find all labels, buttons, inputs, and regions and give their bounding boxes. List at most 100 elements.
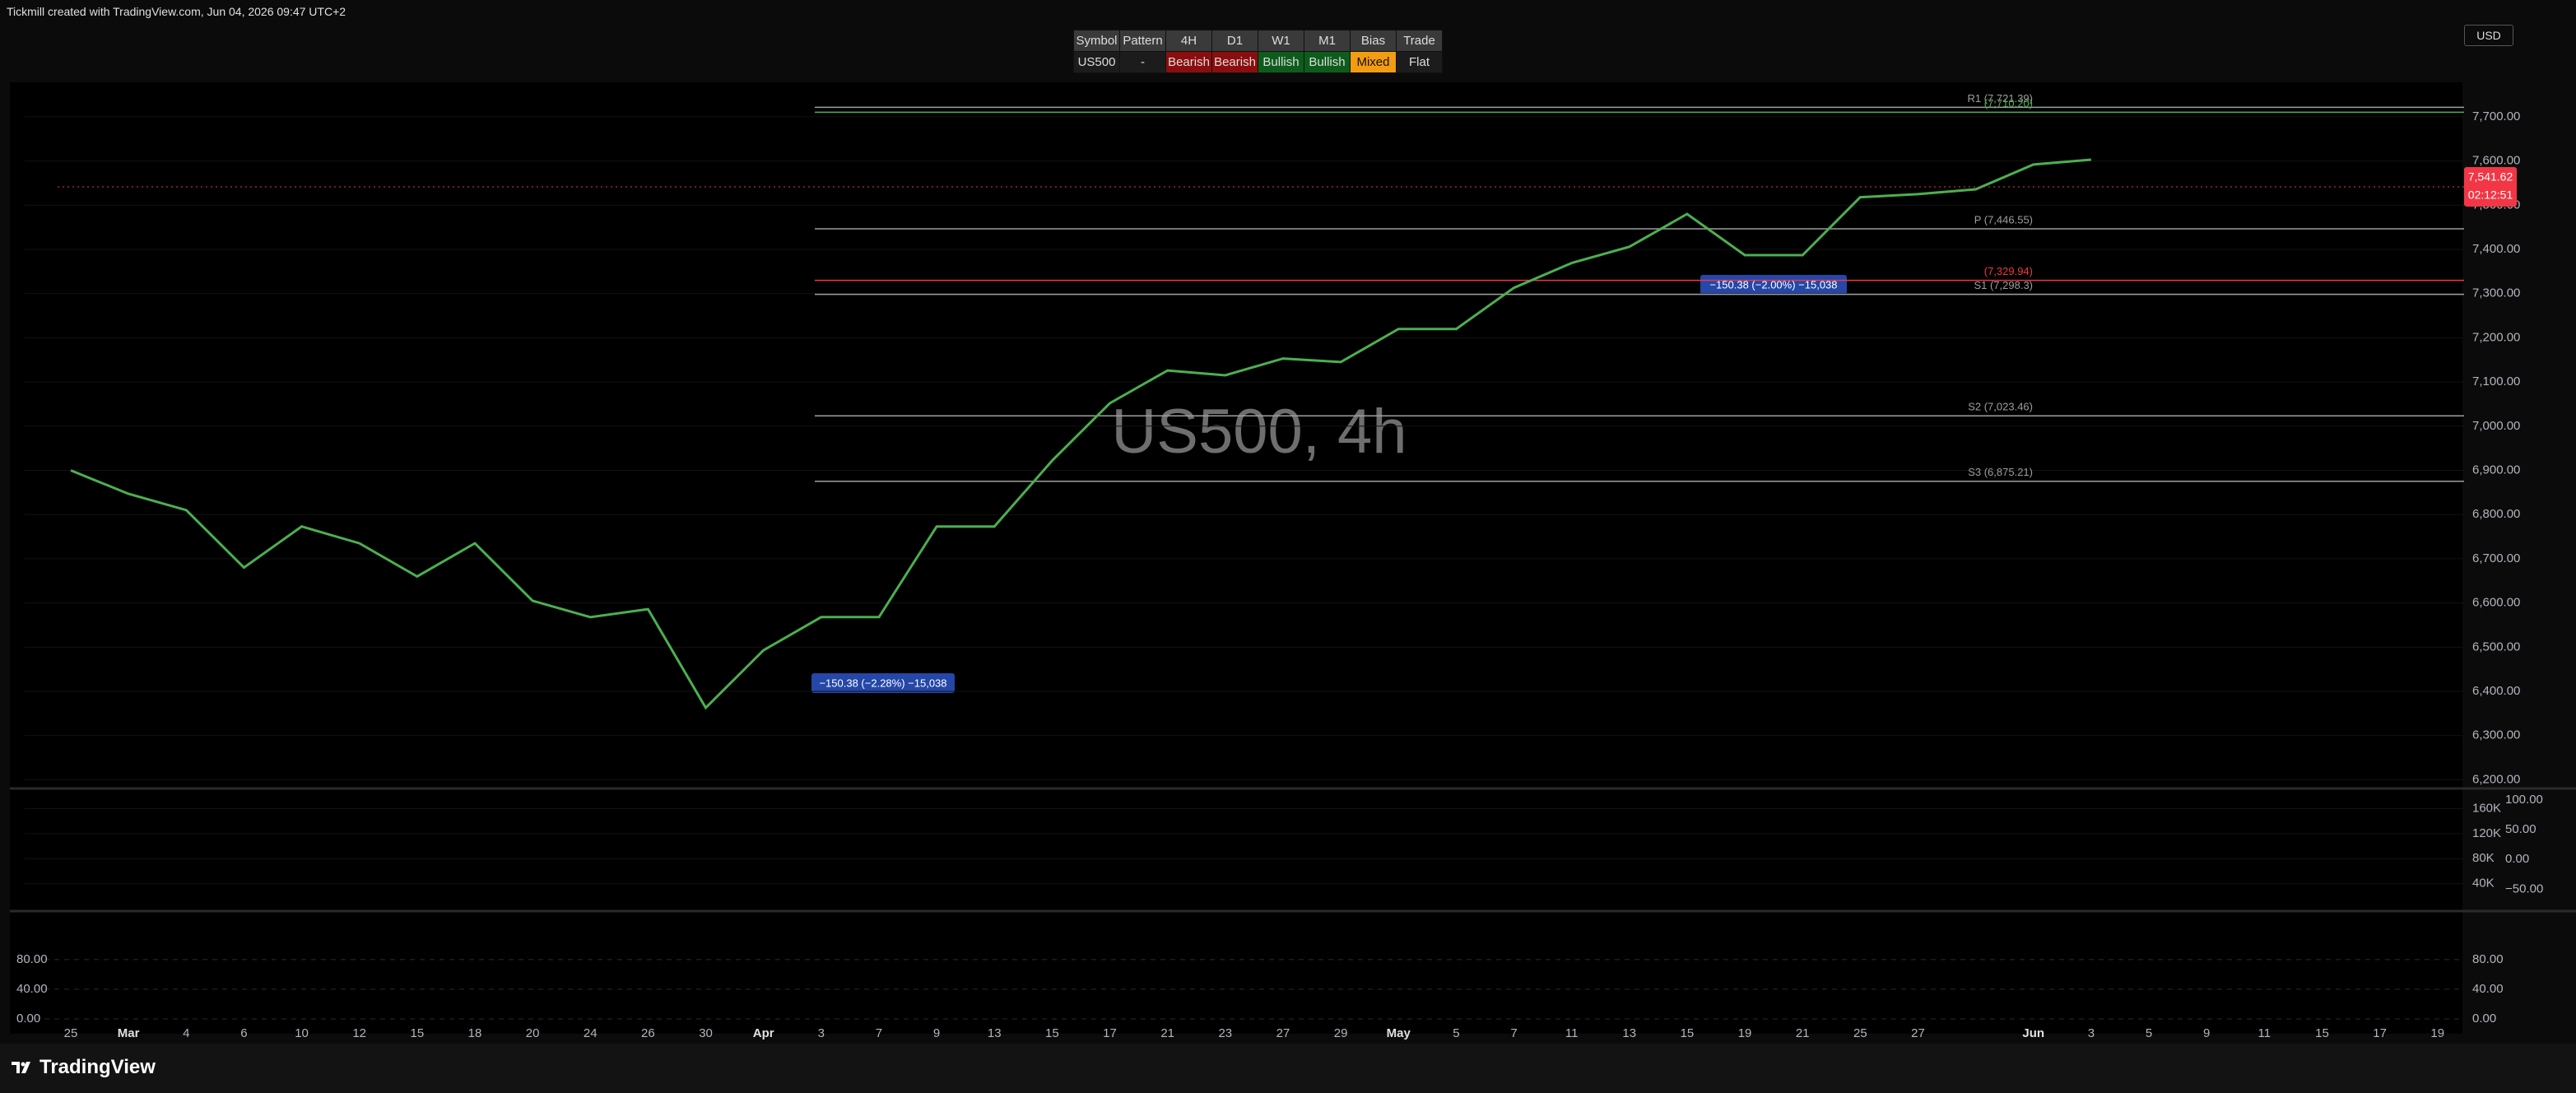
x-tick-label: 13 [1622,1026,1636,1040]
y-tick-label: 7,100.00 [2472,374,2520,388]
logo [12,1062,30,1073]
y-tick-label: 6,800.00 [2472,507,2520,521]
x-tick-label: 9 [2203,1026,2210,1040]
x-tick-label: 7 [876,1026,882,1040]
x-tick-label: 19 [1738,1026,1752,1040]
x-tick-label: 27 [1276,1026,1290,1040]
column-header: Trade [1396,30,1443,52]
x-tick-label: 4 [183,1026,189,1040]
last-price-box [2464,166,2517,207]
y-tick-label: 6,200.00 [2472,772,2520,786]
y-tick-label: 0.00 [2472,1012,2496,1026]
x-tick-label: 23 [1218,1026,1232,1040]
pivot-label: (7,710.20) [1984,97,2033,109]
x-tick-label: 11 [1565,1026,1579,1040]
x-tick-label: 19 [2430,1026,2444,1040]
x-tick-label: 30 [699,1026,713,1040]
x-tick-label: 24 [584,1026,598,1040]
cell: Flat [1396,51,1443,73]
x-tick-label: 15 [410,1026,424,1040]
y-tick-label: 80.00 [2472,952,2504,966]
y-tick-label: 6,400.00 [2472,684,2520,698]
currency-button[interactable]: USD [2464,25,2513,46]
column-header: W1 [1258,30,1304,52]
x-tick-label: Mar [118,1026,140,1040]
y-tick-label: 40K [2472,877,2495,891]
column-header: M1 [1304,30,1351,52]
y-tick-label: 7,300.00 [2472,286,2520,300]
column-header: Pattern [1119,30,1166,52]
watermark: US500, 4h [1111,397,1407,467]
y-tick-label: 40.00 [16,982,48,996]
y-tick-label: 160K [2472,801,2501,815]
x-tick-label: 15 [1045,1026,1059,1040]
cell: Mixed [1350,51,1397,73]
x-tick-label: 18 [468,1026,482,1040]
y2-tick-label: 0.00 [2505,852,2529,866]
y-tick-label: 0.00 [16,1012,40,1026]
x-tick-label: 15 [2315,1026,2329,1040]
pivot-label: S1 (7,298.3) [1974,279,2033,291]
x-tick-label: 29 [1334,1026,1348,1040]
x-tick-label: 25 [64,1026,78,1040]
y-tick-label: 80K [2472,851,2495,865]
x-tick-label: 6 [240,1026,247,1040]
y-tick-label: 40.00 [2472,982,2504,996]
cell: Bullish [1258,51,1304,73]
y-tick-label: 6,600.00 [2472,596,2520,610]
measure-label: −150.38 (−2.00%) −15,038 [1709,278,1837,291]
cell: Bearish [1165,51,1212,73]
x-tick-label: 11 [2258,1026,2271,1040]
y2-tick-label: 100.00 [2505,793,2543,807]
x-tick-label: 20 [526,1026,540,1040]
measure-label: −150.38 (−2.28%) −15,038 [819,677,946,689]
x-tick-label: 10 [295,1026,309,1040]
x-tick-label: 5 [1453,1026,1459,1040]
pivot-label: (7,329.94) [1984,265,2033,277]
x-tick-label: Jun [2022,1026,2044,1040]
y-tick-label: 7,200.00 [2472,330,2520,344]
x-tick-label: May [1387,1026,1411,1040]
y2-tick-label: 50.00 [2505,822,2536,836]
y-tick-label: 7,600.00 [2472,154,2520,168]
x-tick-label: 9 [933,1026,940,1040]
last-price-label: 7,541.62 [2468,170,2513,184]
x-tick-label: 27 [1911,1026,1925,1040]
pivot-label: S2 (7,023.46) [1968,401,2033,413]
x-tick-label: 3 [818,1026,825,1040]
y-tick-label: 7,700.00 [2472,109,2520,123]
chart: US500, 4h −150.38 (−2.00%) −15,038 −150.… [10,82,2576,1040]
footer: TradingView [0,1044,2576,1093]
x-tick-label: 12 [352,1026,366,1040]
x-tick-label: 13 [988,1026,1002,1040]
column-header: D1 [1211,30,1258,52]
column-header: Symbol [1073,30,1120,52]
y-tick-label: 6,300.00 [2472,728,2520,742]
pivot-label: S3 (6,875.21) [1968,466,2033,478]
x-tick-label: 17 [1103,1026,1117,1040]
x-tick-label: 5 [2146,1026,2152,1040]
column-header: 4H [1165,30,1212,52]
x-tick-label: 21 [1796,1026,1810,1040]
brand[interactable]: TradingView [40,1056,156,1078]
price-line [70,158,2092,710]
x-tick-label: 21 [1160,1026,1174,1040]
measure-box [811,673,955,693]
y-tick-label: 6,900.00 [2472,463,2520,477]
pivot-label: P (7,446.55) [1974,213,2033,226]
x-tick-label: 7 [1510,1026,1517,1040]
x-tick-label: 17 [2373,1026,2387,1040]
column-header: Bias [1350,30,1397,52]
y-tick-label: 7,000.00 [2472,419,2520,433]
y-tick-label: 6,500.00 [2472,640,2520,653]
credit: Tickmill created with TradingView.com, J… [7,5,346,18]
y-tick-label: 120K [2472,826,2501,840]
x-tick-label: 3 [2088,1026,2095,1040]
x-tick-label: Apr [753,1026,774,1040]
cell: Bullish [1304,51,1351,73]
y-tick-label: 7,400.00 [2472,242,2520,256]
cell: Bearish [1211,51,1258,73]
pivot-label: R1 (7,721.39) [1968,92,2034,105]
y-tick-label: 6,700.00 [2472,551,2520,565]
